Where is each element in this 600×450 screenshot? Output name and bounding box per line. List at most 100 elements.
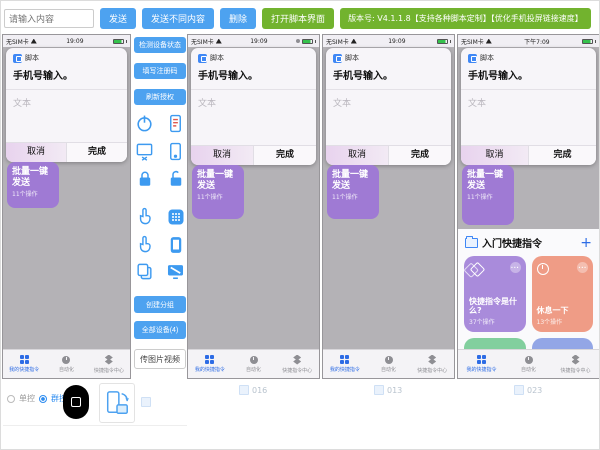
- shortcut-card[interactable]: 批量一键发送 11个操作: [327, 165, 379, 219]
- dialog-app-name: 脚本: [480, 54, 494, 62]
- tab-gallery[interactable]: 快捷指令中心: [88, 350, 130, 378]
- dialog-text-input[interactable]: 文本: [198, 99, 217, 109]
- shortcut-card[interactable]: 批量一键发送 11个操作: [7, 162, 59, 208]
- cancel-button[interactable]: 取消: [326, 146, 388, 165]
- tab-bar: 我的快捷指令 自动化 快捷指令中心: [3, 349, 130, 378]
- tab-gallery[interactable]: 快捷指令中心: [275, 350, 319, 378]
- delete-button[interactable]: 删除: [220, 8, 257, 29]
- tab-my-shortcuts[interactable]: 我的快捷指令: [323, 350, 367, 378]
- script-dialog: 脚本 手机号输入。 文本 取消 完成: [461, 48, 596, 165]
- lock-icon[interactable]: [134, 168, 155, 189]
- home-button[interactable]: [63, 385, 89, 419]
- done-button[interactable]: 完成: [253, 146, 316, 165]
- cancel-button[interactable]: 取消: [6, 143, 66, 162]
- wifi-icon: [350, 38, 357, 44]
- shortcut-card[interactable]: 批量一键发送 11个操作: [192, 165, 244, 219]
- gallery-card-partial[interactable]: [464, 338, 526, 350]
- my-shortcuts-icon: [205, 355, 215, 364]
- version-label: 版本号: V4.1.1.8【支持各种脚本定制】【优化手机投屏链接速度】: [340, 8, 591, 29]
- done-button[interactable]: 完成: [388, 146, 451, 165]
- script-app-icon: [468, 53, 477, 63]
- my-shortcuts-icon: [19, 355, 29, 364]
- gallery-card-take-a-break[interactable]: ••• 休息一下 13个操作: [531, 256, 593, 332]
- tab-gallery[interactable]: 快捷指令中心: [552, 350, 599, 378]
- touch-app-icon[interactable]: [134, 234, 155, 255]
- dialog-text-input[interactable]: 文本: [13, 99, 32, 109]
- more-options-icon[interactable]: •••: [509, 262, 521, 273]
- dialog-title: 手机号输入。: [461, 65, 596, 90]
- device-id: 023: [527, 385, 543, 395]
- unlock-icon[interactable]: [165, 168, 186, 189]
- copy-icon[interactable]: [134, 261, 155, 282]
- script-app-icon: [333, 53, 342, 63]
- phone-screen-4[interactable]: 无SIM卡 下午7:09 脚本 手机号输入。 文本 取消 完成 批量一键发送 1…: [457, 34, 599, 379]
- done-button[interactable]: 完成: [66, 143, 127, 162]
- more-options-icon[interactable]: •••: [577, 262, 588, 273]
- clock-label: 19:09: [250, 37, 268, 45]
- tab-automation[interactable]: 自动化: [232, 350, 276, 378]
- script-phone-icon[interactable]: [165, 113, 186, 134]
- select-checkbox[interactable]: [141, 397, 151, 407]
- device-id: 013: [387, 385, 403, 395]
- screen-off-icon[interactable]: [165, 261, 186, 282]
- tab-my-shortcuts[interactable]: 我的快捷指令: [458, 350, 505, 378]
- dialog-app-name: 脚本: [25, 54, 39, 62]
- device-label-row: 023: [514, 385, 542, 395]
- shortcut-card-title: 批量一键发送: [332, 170, 369, 191]
- tab-automation[interactable]: 自动化: [45, 350, 87, 378]
- phone-screen-3[interactable]: 无SIM卡 19:09 脚本 手机号输入。 文本 取消 完成 批量一键发送 11…: [322, 34, 455, 379]
- tab-bar: 我的快捷指令 自动化 快捷指令中心: [188, 349, 319, 378]
- automation-icon: [249, 355, 258, 364]
- control-mode-group: 单控 群控: [7, 393, 67, 404]
- dialog-text-input[interactable]: 文本: [333, 99, 352, 109]
- gallery-card-what-is-shortcut[interactable]: ••• 快捷指令是什么? 37个操作: [464, 256, 526, 332]
- shortcut-card-title: 批量一键发送: [467, 170, 504, 191]
- power-icon[interactable]: [134, 113, 155, 134]
- orientation-lock-icon: [296, 39, 300, 43]
- phone-screen-icon[interactable]: [165, 141, 186, 162]
- open-script-ui-button[interactable]: 打开脚本界面: [262, 8, 335, 29]
- divider: [3, 425, 187, 426]
- touch-icon[interactable]: [134, 206, 155, 227]
- refresh-authorization-button[interactable]: 刷新授权: [134, 89, 186, 105]
- done-button[interactable]: 完成: [528, 146, 596, 165]
- dialog-text-input[interactable]: 文本: [468, 99, 487, 109]
- create-group-button[interactable]: 创建分组: [134, 296, 186, 313]
- tab-my-shortcuts[interactable]: 我的快捷指令: [3, 350, 45, 378]
- status-bar: 无SIM卡 19:09: [3, 35, 130, 47]
- phone-filled-icon[interactable]: [165, 234, 186, 255]
- fill-registration-code-button[interactable]: 填写注册码: [134, 63, 186, 79]
- tab-my-shortcuts[interactable]: 我的快捷指令: [188, 350, 232, 378]
- phone-screen-1[interactable]: 无SIM卡 19:09 脚本 手机号输入。 文本 取消 完成 批量一键发送 11…: [2, 34, 131, 379]
- wifi-icon: [485, 38, 492, 44]
- keypad-icon[interactable]: [165, 206, 186, 227]
- device-checkbox[interactable]: [514, 385, 524, 395]
- check-device-status-button[interactable]: 检测设备状态: [134, 37, 186, 53]
- group-control-radio[interactable]: [39, 394, 47, 403]
- shortcut-card-title: 批量一键发送: [12, 167, 49, 188]
- gallery-card-partial[interactable]: [531, 338, 593, 350]
- cancel-button[interactable]: 取消: [461, 146, 528, 165]
- tab-bar: 我的快捷指令 自动化 快捷指令中心: [323, 349, 454, 378]
- message-input[interactable]: [4, 9, 94, 28]
- device-checkbox[interactable]: [374, 385, 384, 395]
- cancel-button[interactable]: 取消: [191, 146, 253, 165]
- all-devices-button[interactable]: 全部设备(4): [134, 321, 186, 339]
- dialog-app-name: 脚本: [345, 54, 359, 62]
- send-media-button[interactable]: 传图片视频: [134, 349, 186, 369]
- send-button[interactable]: 发送: [100, 8, 137, 29]
- add-shortcut-button[interactable]: +: [580, 234, 592, 251]
- tab-automation[interactable]: 自动化: [367, 350, 411, 378]
- tab-gallery[interactable]: 快捷指令中心: [410, 350, 454, 378]
- phone-screen-2[interactable]: 无SIM卡 19:09 脚本 手机号输入。 文本 取消 完成 批量一键发送 11…: [187, 34, 320, 379]
- send-different-button[interactable]: 发送不同内容: [142, 8, 215, 29]
- device-label-row: 016: [239, 385, 267, 395]
- cast-close-icon[interactable]: [134, 141, 155, 162]
- script-dialog: 脚本 手机号输入。 文本 取消 完成: [6, 48, 127, 162]
- device-checkbox[interactable]: [239, 385, 249, 395]
- rotate-screen-button[interactable]: [99, 383, 135, 423]
- dialog-title: 手机号输入。: [6, 65, 127, 90]
- tab-automation[interactable]: 自动化: [505, 350, 552, 378]
- single-control-radio[interactable]: [7, 394, 15, 403]
- shortcut-card[interactable]: 批量一键发送 11个操作: [462, 165, 514, 225]
